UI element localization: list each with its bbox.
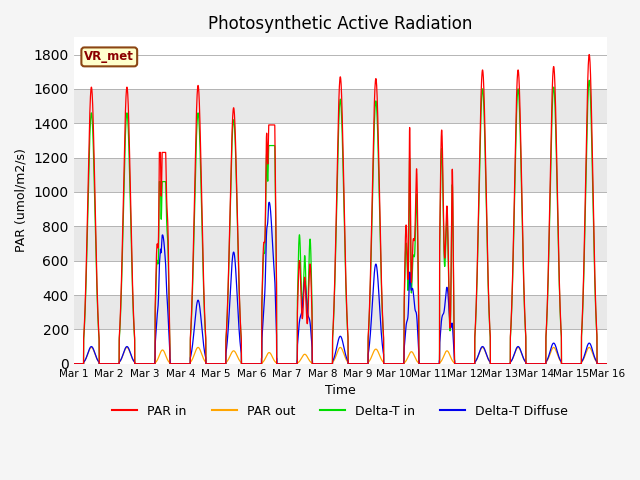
Bar xyxy=(74,123,607,157)
Bar xyxy=(74,226,607,261)
Bar xyxy=(74,157,607,192)
Bar xyxy=(74,89,607,123)
Bar xyxy=(74,192,607,226)
Bar xyxy=(74,329,607,364)
X-axis label: Time: Time xyxy=(325,384,356,397)
Title: Photosynthetic Active Radiation: Photosynthetic Active Radiation xyxy=(208,15,472,33)
Text: VR_met: VR_met xyxy=(84,50,134,63)
Bar xyxy=(74,295,607,329)
Bar xyxy=(74,55,607,89)
Legend: PAR in, PAR out, Delta-T in, Delta-T Diffuse: PAR in, PAR out, Delta-T in, Delta-T Dif… xyxy=(108,400,573,423)
Bar xyxy=(74,261,607,295)
Y-axis label: PAR (umol/m2/s): PAR (umol/m2/s) xyxy=(15,149,28,252)
